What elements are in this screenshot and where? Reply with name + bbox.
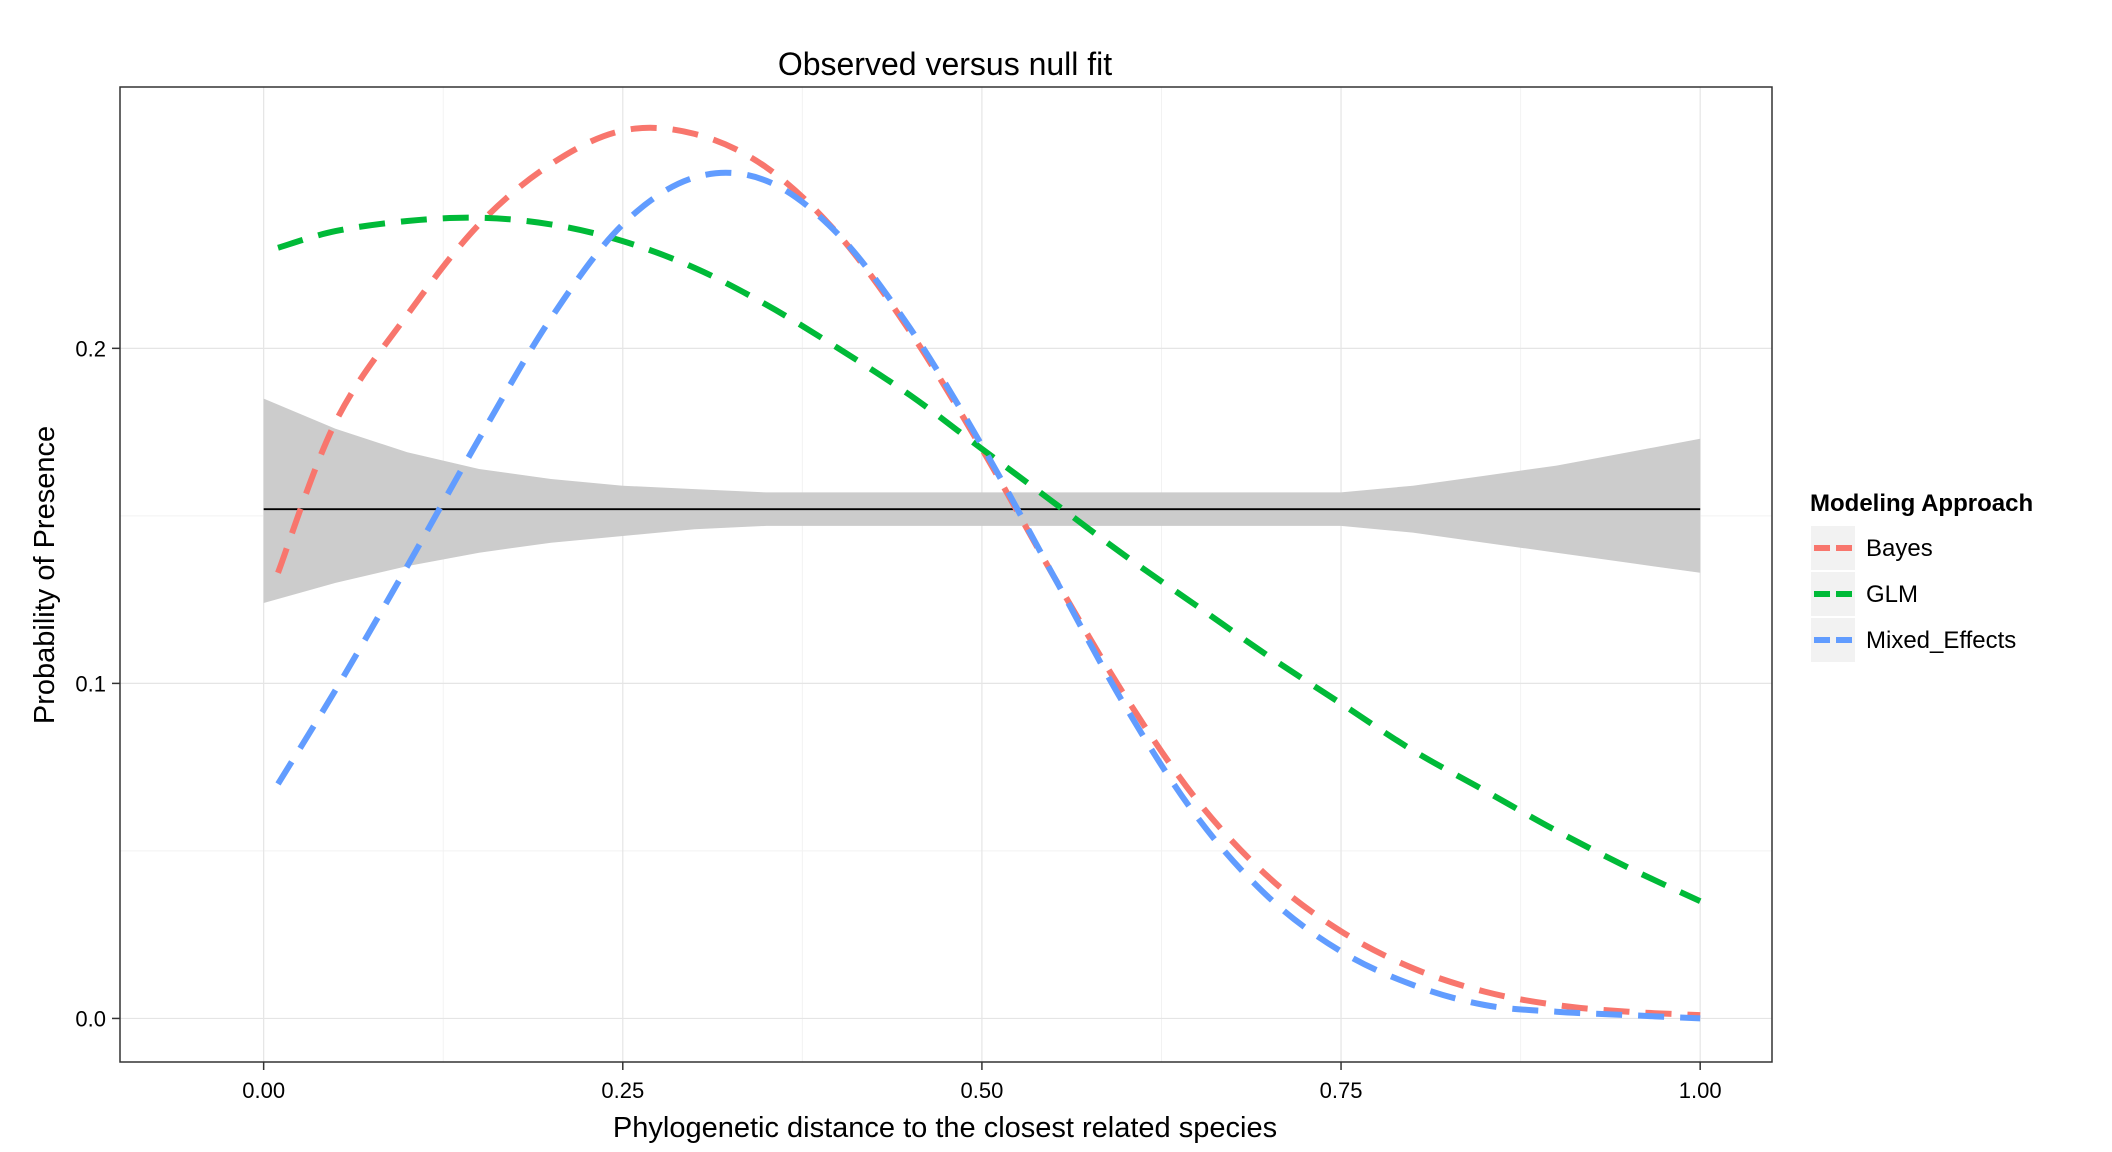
confidence-ribbon [263, 398, 1701, 603]
x-tick-label: 0.75 [1320, 1078, 1363, 1103]
series-line-glm [277, 214, 1702, 904]
y-tick-label: 0.1 [75, 671, 106, 696]
legend-entry-bayes: Bayes [1809, 524, 1933, 572]
plot-panel [119, 86, 1773, 1063]
x-axis: 0.00 0.25 0.50 0.75 1.00 [242, 1062, 1722, 1103]
legend-label: Bayes [1866, 535, 1933, 562]
series-line-mixed-effects [275, 169, 1701, 1022]
legend-title: Modeling Approach [1810, 490, 2033, 517]
x-axis-title: Phylogenetic distance to the closest rel… [613, 1112, 1277, 1144]
legend: Modeling Approach Bayes GLM Mixed_Effects [1809, 490, 2033, 664]
plot-background [120, 87, 1772, 1062]
legend-label: GLM [1866, 581, 1918, 608]
x-tick-label: 0.50 [960, 1078, 1003, 1103]
legend-entry-glm: GLM [1809, 570, 1918, 618]
y-tick-label: 0.2 [75, 336, 106, 361]
x-tick-label: 1.00 [1679, 1078, 1722, 1103]
series-line-bayes [275, 124, 1701, 1019]
legend-entry-mixed-effects: Mixed_Effects [1809, 616, 2016, 664]
legend-label: Mixed_Effects [1866, 627, 2016, 654]
chart-title: Observed versus null fit [778, 46, 1112, 82]
plot-border [119, 86, 1773, 1063]
series-lines [263, 124, 1702, 1022]
y-tick-label: 0.0 [75, 1006, 106, 1031]
x-tick-label: 0.25 [601, 1078, 644, 1103]
y-axis: 0.0 0.1 0.2 [75, 336, 120, 1031]
x-tick-label: 0.00 [242, 1078, 285, 1103]
y-axis-title: Probability of Presence [29, 426, 61, 724]
